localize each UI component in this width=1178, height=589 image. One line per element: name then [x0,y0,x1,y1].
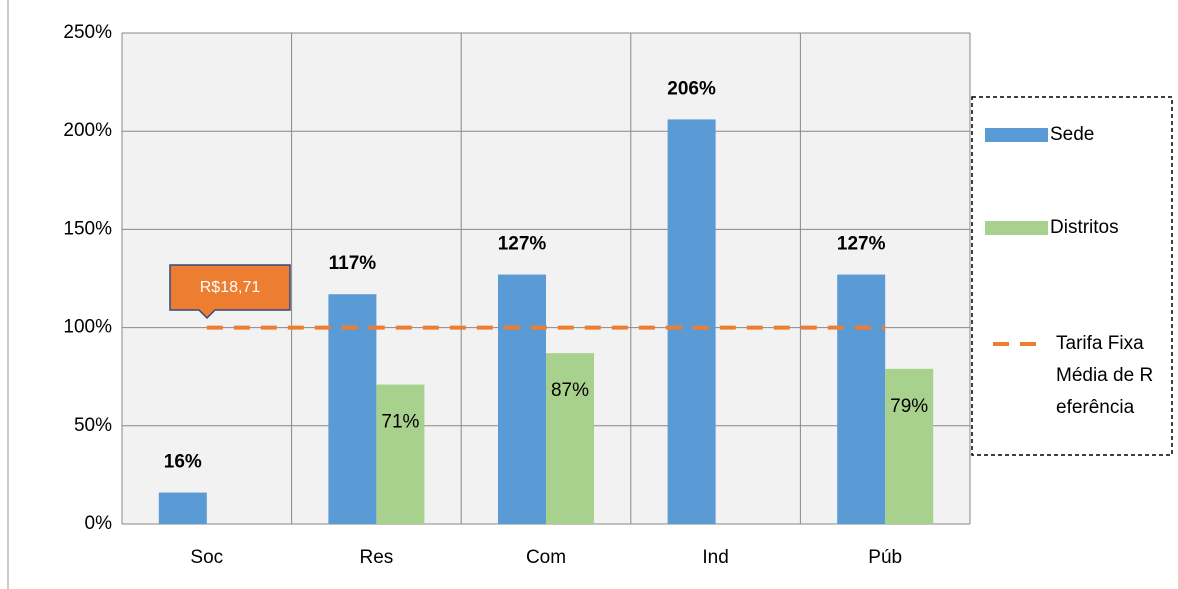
bar [546,353,594,524]
data-label: 87% [551,380,589,401]
data-label: 117% [329,253,377,274]
y-tick-label: 50% [74,415,112,436]
bar [667,119,716,524]
bar [837,274,886,524]
legend-swatch [985,221,1048,235]
bar [885,368,934,524]
annotation: R$18,71 [200,279,261,296]
legend-label: Tarifa Fixa Média de Referência [1056,333,1154,418]
x-tick-label: Ind [702,547,728,568]
x-tick-label: Com [526,547,566,568]
data-label: 206% [667,78,716,99]
callout [169,264,291,320]
x-tick-label: Soc [190,547,223,568]
y-tick-label: 200% [63,120,112,141]
data-label: 127% [498,234,547,255]
y-tick-label: 250% [63,22,112,43]
legend-box [971,96,1173,456]
bar [328,294,377,524]
legend-label: Distritos [1050,217,1119,238]
x-tick-label: Res [360,547,394,568]
legend-label: Sede [1050,124,1094,145]
data-label: 71% [381,412,419,433]
bar [498,274,546,524]
data-label: 127% [837,234,886,255]
y-tick-label: 0% [85,513,113,534]
bar [376,384,425,524]
legend-swatch [985,128,1048,142]
data-label: 79% [890,396,928,417]
x-tick-label: Púb [868,547,902,568]
bar [158,492,207,524]
y-tick-label: 100% [63,317,112,338]
y-tick-label: 150% [63,218,112,239]
data-label: 16% [164,452,202,473]
